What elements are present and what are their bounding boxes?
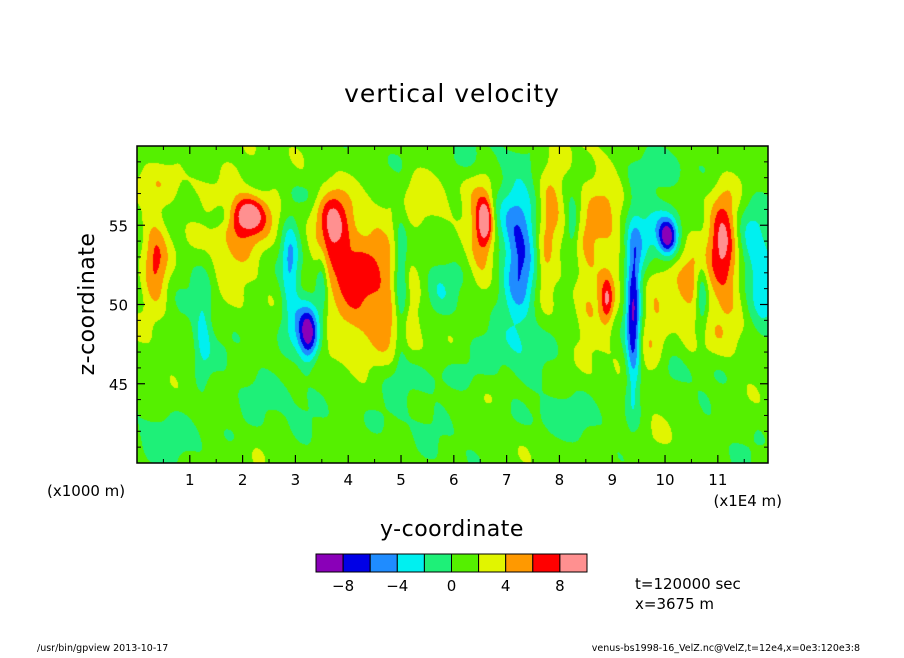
- colorbar-label: 0: [447, 577, 457, 595]
- x-tick-label: 4: [343, 471, 353, 489]
- colorbar-swatch: [342, 553, 371, 573]
- colorbar: −8 −4 0 4 8: [315, 553, 588, 595]
- chart-title: vertical velocity: [344, 79, 560, 108]
- colorbar-label: −8: [332, 577, 354, 595]
- colorbar-swatch: [505, 553, 534, 573]
- colorbar-swatch: [559, 553, 588, 573]
- x-tick-label: 1: [185, 471, 195, 489]
- y-tick-label: 45: [109, 376, 128, 394]
- x-axis-label: y-coordinate: [380, 517, 524, 542]
- colorbar-swatch: [396, 553, 425, 573]
- position-annotation: x=3675 m: [635, 595, 714, 613]
- colorbar-swatch: [369, 553, 398, 573]
- x-tick-label: 11: [708, 471, 727, 489]
- x-unit-right: (x1E4 m): [713, 492, 782, 510]
- time-annotation: t=120000 sec: [635, 575, 741, 593]
- x-tick-label: 10: [655, 471, 674, 489]
- x-tick-label: 3: [291, 471, 301, 489]
- y-tick-label: 55: [109, 217, 128, 235]
- x-tick-label: 8: [555, 471, 565, 489]
- x-tick-label: 2: [238, 471, 248, 489]
- y-axis-label: z-coordinate: [75, 233, 100, 376]
- heatmap-image: [137, 146, 768, 463]
- colorbar-label: 4: [501, 577, 511, 595]
- x-ticks: 1 2 3 4 5 6 7 8 9 10 11: [162, 146, 745, 489]
- footer-right: venus-bs1998-16_VelZ.nc@VelZ,t=12e4,x=0e…: [592, 643, 860, 654]
- colorbar-swatch: [478, 553, 507, 573]
- x-tick-label: 6: [449, 471, 459, 489]
- y-ticks: 45 50 55: [109, 161, 768, 448]
- colorbar-swatch: [451, 553, 480, 573]
- colorbar-swatch: [532, 553, 561, 573]
- x-tick-label: 5: [396, 471, 406, 489]
- x-tick-label: 9: [607, 471, 617, 489]
- footer-left: /usr/bin/gpview 2013-10-17: [37, 643, 168, 654]
- x-tick-label: 7: [502, 471, 512, 489]
- colorbar-label: −4: [386, 577, 408, 595]
- colorbar-swatch: [423, 553, 452, 573]
- y-tick-label: 50: [109, 297, 128, 315]
- colorbar-label: 8: [555, 577, 565, 595]
- x-unit-left: (x1000 m): [47, 482, 125, 500]
- colorbar-swatch: [315, 553, 344, 573]
